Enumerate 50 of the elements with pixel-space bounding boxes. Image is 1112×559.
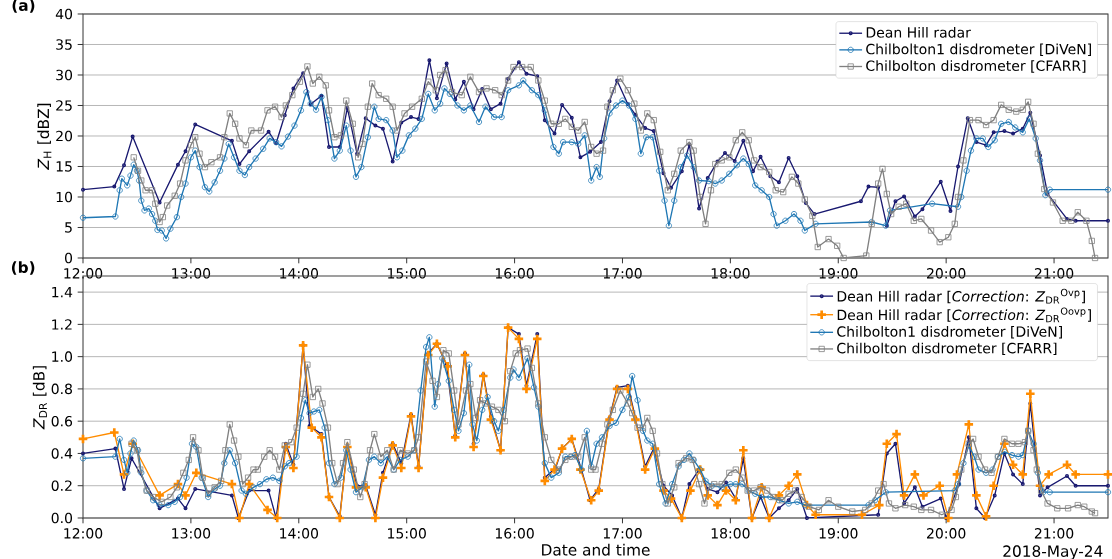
x-tick-label: 17:00 <box>603 268 642 279</box>
y-tick-label: 0.0 <box>51 512 73 524</box>
legend-label: Dean Hill radar [Correction: Z$_{DR}$$^{Oovp}$] <box>837 307 1091 323</box>
legend-label: Dean Hill radar [Correction: Z$_{DR}$$^{Ovp}$] <box>837 288 1085 304</box>
x-tick-label: 12:00 <box>64 528 103 539</box>
x-tick-label: 18:00 <box>711 268 750 279</box>
x-axis-title: Date and time <box>542 543 650 556</box>
x-tick-label: 17:00 <box>603 528 642 539</box>
text: 2018-May-24 <box>1003 545 1103 559</box>
y-tick-label: 10 <box>56 191 73 203</box>
y-axis-title: Z$_{H}$ [dBZ] <box>37 103 52 170</box>
y-tick-label: 20 <box>56 130 73 142</box>
legend-label: Dean Hill radar <box>866 26 971 38</box>
y-tick-label: 35 <box>56 39 72 50</box>
y-tick-label: 0 <box>64 252 73 264</box>
legend-label: Chilbolton disdrometer [CFARR] <box>837 342 1057 356</box>
chart-title: (a) <box>12 0 35 13</box>
x-tick-label: 14:00 <box>280 268 319 279</box>
y-tick-label: 0.4 <box>51 448 73 459</box>
x-tick-label: 15:00 <box>388 528 426 539</box>
x-tick-label: 12:00 <box>64 268 103 279</box>
y-tick-label: 1.2 <box>52 319 72 330</box>
x-tick-label: 16:00 <box>495 268 534 279</box>
x-tick-label: 21:00 <box>1034 268 1074 279</box>
x-tick-label: 20:00 <box>927 528 966 539</box>
legend-label: Chilbolton disdrometer [CFARR] <box>866 60 1086 73</box>
y-tick-label: 0.6 <box>51 415 73 427</box>
y-tick-label: 1.0 <box>52 351 73 362</box>
x-tick-label: 18:00 <box>711 528 750 539</box>
x-tick-label: 13:00 <box>172 528 211 539</box>
x-tick-label: 13:00 <box>172 268 211 279</box>
x-tick-label: 19:00 <box>819 528 858 539</box>
y-tick-label: 1.4 <box>52 287 73 298</box>
chart-title: (b) <box>11 261 35 275</box>
y-tick-label: 0.8 <box>51 383 73 395</box>
x-tick-label: 20:00 <box>927 268 966 279</box>
y-tick-label: 0.2 <box>51 480 72 491</box>
y-tick-label: 30 <box>56 69 73 81</box>
x-tick-label: 14:00 <box>280 528 319 539</box>
x-tick-label: 15:00 <box>388 268 426 279</box>
x-tick-label: 21:00 <box>1034 528 1074 539</box>
x-tick-label: 19:00 <box>819 268 858 279</box>
legend-label: Chilbolton1 disdrometer [DiVeN] <box>837 326 1062 339</box>
legend-label: Chilbolton1 disdrometer [DiVeN] <box>866 43 1091 57</box>
y-axis-title: Z$_{DR}$ [dB] <box>32 366 47 430</box>
x-tick-label: 16:00 <box>495 528 534 539</box>
y-tick-label: 25 <box>56 100 72 111</box>
y-tick-label: 5 <box>65 222 72 233</box>
y-tick-label: 15 <box>56 161 72 172</box>
y-tick-label: 40 <box>55 8 73 20</box>
